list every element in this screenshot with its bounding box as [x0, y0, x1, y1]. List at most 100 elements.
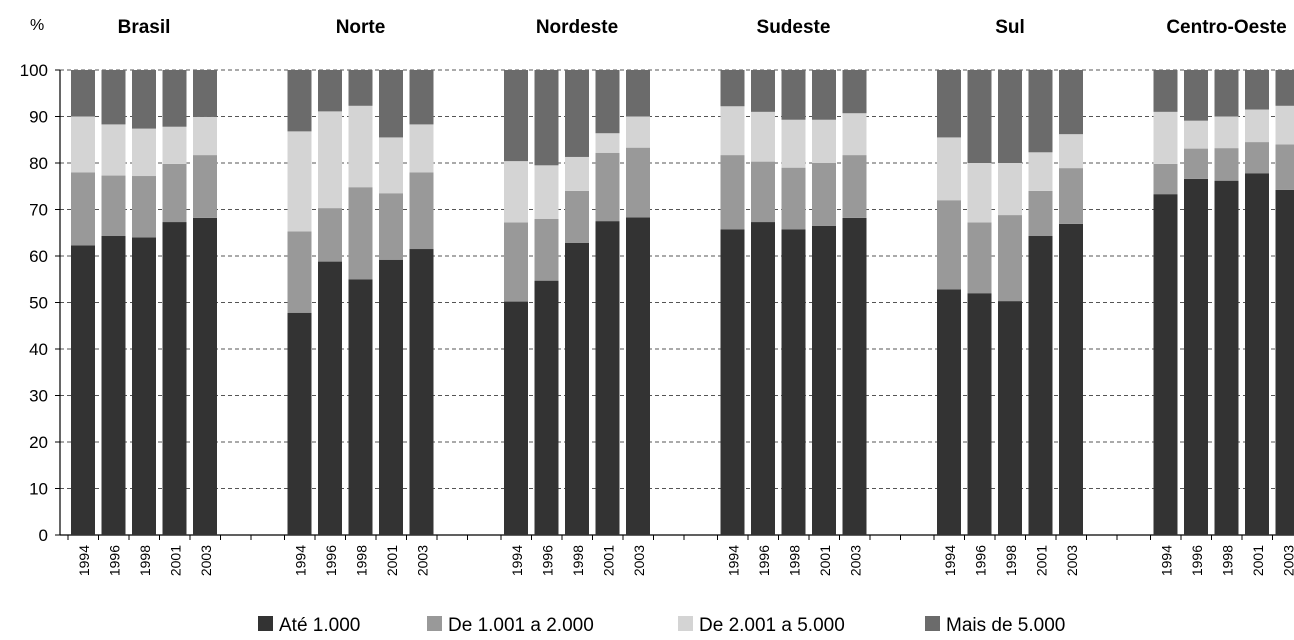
bar-segment-sudeste-1996-s1 — [751, 162, 775, 222]
x-tick-label: 1996 — [756, 545, 772, 576]
legend-swatch-3 — [925, 616, 940, 631]
bar-segment-sudeste-1998-s0 — [782, 229, 806, 535]
bar-segment-sudeste-1994-s2 — [721, 106, 745, 155]
y-tick-label: 20 — [29, 433, 48, 452]
bar-segment-centro-oeste-1996-s2 — [1184, 121, 1208, 149]
bar-segment-norte-2003-s1 — [410, 172, 434, 249]
bar-segment-nordeste-1996-s1 — [535, 219, 559, 281]
y-tick-label: 10 — [29, 480, 48, 499]
bar-segment-brasil-2003-s2 — [193, 117, 217, 155]
x-tick-label: 2003 — [198, 545, 214, 576]
x-tick-label: 2001 — [384, 545, 400, 576]
x-tick-label: 2003 — [415, 545, 431, 576]
bar-segment-nordeste-1998-s1 — [565, 191, 589, 243]
bar-segment-brasil-2003-s3 — [193, 70, 217, 117]
bar-segment-norte-1998-s3 — [349, 70, 373, 106]
bar-segment-sul-1994-s1 — [937, 200, 961, 289]
bar-segment-sul-2001-s0 — [1029, 236, 1053, 535]
x-tick-label: 1996 — [323, 545, 339, 576]
bar-segment-norte-2003-s2 — [410, 124, 434, 172]
bar-segment-norte-1998-s1 — [349, 187, 373, 279]
x-tick-label: 1994 — [293, 545, 309, 576]
bar-segment-norte-2001-s3 — [379, 70, 403, 137]
bar-segment-sudeste-1996-s3 — [751, 70, 775, 112]
bar-segment-sul-1994-s3 — [937, 70, 961, 137]
bar-segment-sul-1996-s3 — [968, 70, 992, 163]
x-tick-label: 1994 — [942, 545, 958, 576]
bar-segment-brasil-1996-s3 — [102, 70, 126, 124]
group-title: Centro-Oeste — [1166, 17, 1286, 38]
bar-segment-centro-oeste-1994-s1 — [1154, 164, 1178, 194]
y-tick-label: 50 — [29, 294, 48, 313]
bar-segment-centro-oeste-1996-s1 — [1184, 149, 1208, 179]
bar-segment-centro-oeste-1998-s3 — [1215, 70, 1239, 117]
x-tick-label: 2001 — [168, 545, 184, 576]
bar-segment-sudeste-1998-s3 — [782, 70, 806, 120]
bar-segment-sudeste-1996-s0 — [751, 222, 775, 535]
bar-segment-sul-1998-s1 — [998, 215, 1022, 301]
x-tick-label: 1994 — [726, 545, 742, 576]
bar-segment-centro-oeste-2003-s2 — [1276, 106, 1294, 145]
y-tick-label: 30 — [29, 387, 48, 406]
bar-segment-sul-2001-s3 — [1029, 70, 1053, 152]
bar-segment-centro-oeste-2003-s0 — [1276, 190, 1294, 535]
bar-segment-sudeste-1994-s1 — [721, 155, 745, 229]
bar-segment-centro-oeste-1994-s0 — [1154, 194, 1178, 535]
bar-segment-nordeste-2003-s1 — [626, 148, 650, 218]
bar-segment-nordeste-2001-s2 — [596, 133, 620, 153]
bar-segment-brasil-1998-s1 — [132, 176, 156, 237]
y-tick-label: 70 — [29, 201, 48, 220]
bar-segment-centro-oeste-2003-s3 — [1276, 70, 1294, 106]
x-tick-label: 1998 — [787, 545, 803, 576]
bar-segment-sul-1996-s2 — [968, 163, 992, 223]
bar-segment-centro-oeste-2001-s3 — [1245, 70, 1269, 110]
bar-segment-centro-oeste-1994-s3 — [1154, 70, 1178, 112]
y-tick-label: 40 — [29, 340, 48, 359]
bar-segment-centro-oeste-1996-s3 — [1184, 70, 1208, 121]
bar-segment-norte-1996-s2 — [318, 111, 342, 208]
bar-segment-brasil-2003-s0 — [193, 218, 217, 535]
x-tick-label: 1998 — [1003, 545, 1019, 576]
bar-segment-sul-1994-s2 — [937, 137, 961, 200]
x-tick-label: 2003 — [1281, 545, 1294, 576]
bar-segment-nordeste-2003-s3 — [626, 70, 650, 117]
x-tick-label: 1994 — [1159, 545, 1175, 576]
bar-segment-sudeste-2003-s0 — [843, 218, 867, 535]
bar-segment-nordeste-1998-s0 — [565, 243, 589, 535]
bar-segment-sudeste-1996-s2 — [751, 112, 775, 162]
x-tick-label: 1996 — [1189, 545, 1205, 576]
legend-label-1: De 1.001 a 2.000 — [448, 615, 594, 635]
group-title: Norte — [336, 17, 386, 38]
x-tick-label: 1998 — [570, 545, 586, 576]
y-tick-label: 100 — [20, 61, 48, 80]
bar-segment-brasil-1994-s2 — [71, 117, 95, 173]
bar-segment-centro-oeste-1998-s1 — [1215, 148, 1239, 181]
bar-segment-norte-1996-s0 — [318, 262, 342, 535]
bar-segment-centro-oeste-1994-s2 — [1154, 112, 1178, 164]
group-title: Sudeste — [757, 17, 831, 38]
bar-segment-brasil-2001-s0 — [163, 222, 187, 535]
bar-segment-norte-1994-s1 — [288, 231, 312, 312]
bar-segment-sul-1994-s0 — [937, 289, 961, 535]
bar-segment-brasil-1994-s3 — [71, 70, 95, 117]
bar-segment-norte-1996-s1 — [318, 208, 342, 261]
bar-segment-brasil-1996-s1 — [102, 176, 126, 236]
bar-segment-sul-2003-s1 — [1059, 168, 1083, 224]
bar-segment-norte-2001-s1 — [379, 193, 403, 259]
x-tick-label: 2003 — [631, 545, 647, 576]
bar-segment-sul-1998-s2 — [998, 163, 1022, 215]
x-tick-label: 2001 — [1034, 545, 1050, 576]
bar-segment-brasil-1998-s3 — [132, 70, 156, 129]
x-tick-label: 1998 — [1220, 545, 1236, 576]
bar-segment-nordeste-1994-s0 — [504, 302, 528, 535]
bar-segment-sudeste-2003-s3 — [843, 70, 867, 113]
bar-segment-centro-oeste-2001-s1 — [1245, 142, 1269, 173]
bar-segment-centro-oeste-1998-s2 — [1215, 117, 1239, 149]
bar-segment-centro-oeste-2003-s1 — [1276, 144, 1294, 190]
x-tick-label: 1994 — [509, 545, 525, 576]
bar-segment-sudeste-1998-s1 — [782, 168, 806, 230]
bar-segment-brasil-1994-s0 — [71, 245, 95, 535]
bar-segment-sudeste-2001-s3 — [812, 70, 836, 120]
x-tick-label: 2001 — [1250, 545, 1266, 576]
